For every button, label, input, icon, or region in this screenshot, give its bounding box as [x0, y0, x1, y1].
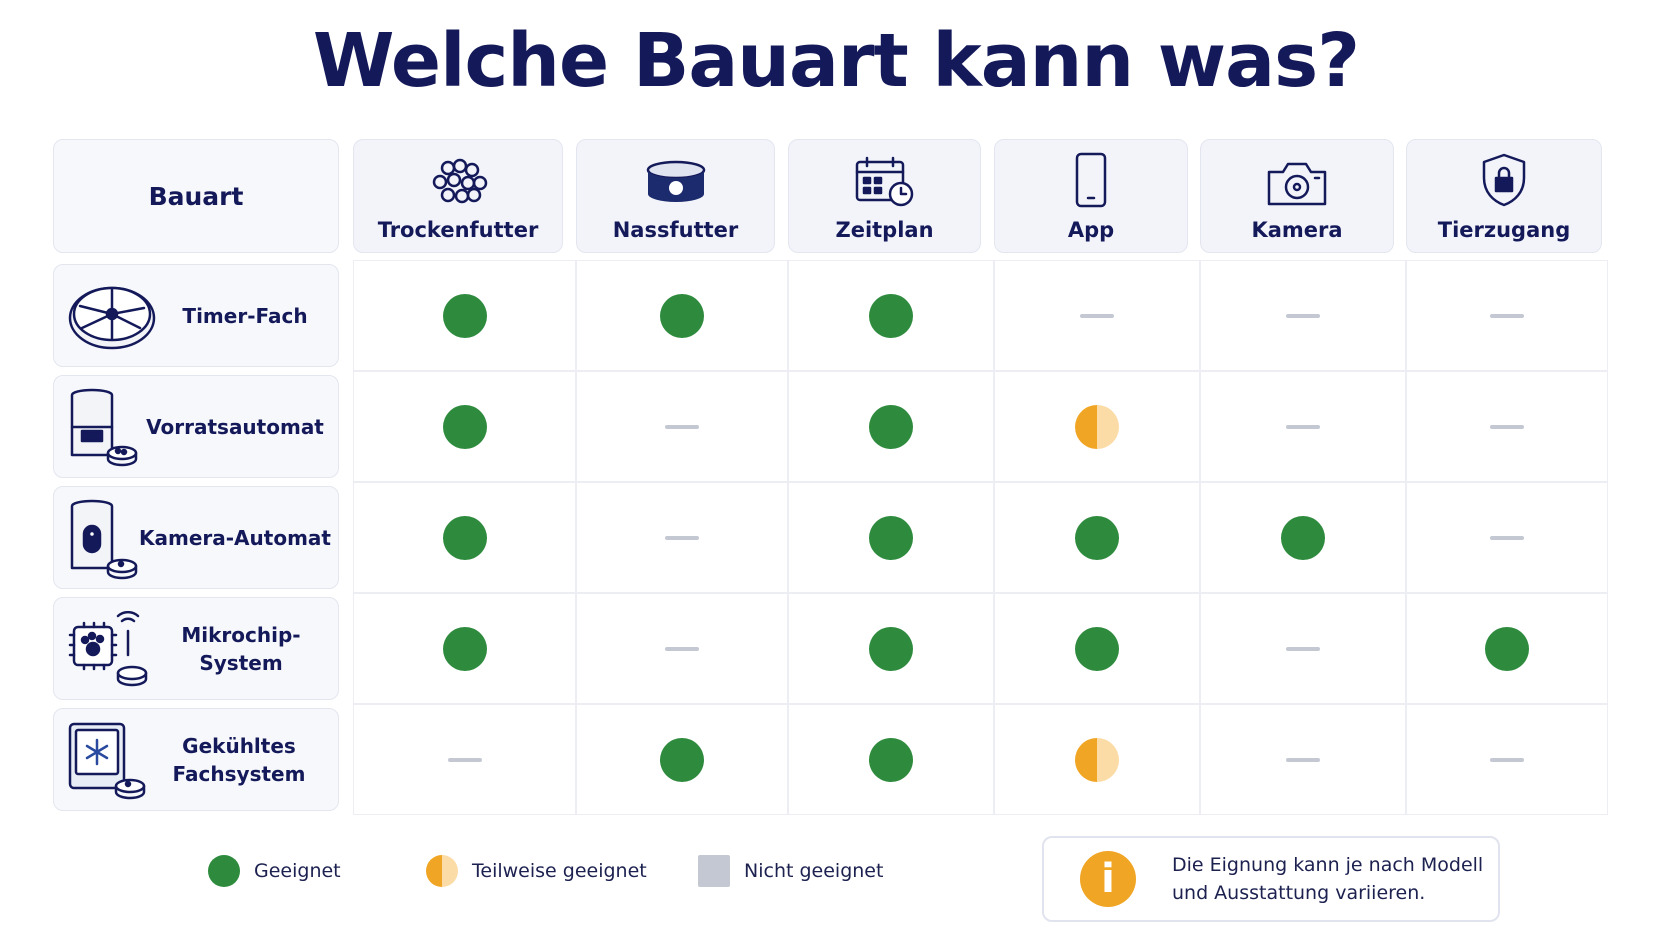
- table-cell: [353, 593, 576, 704]
- table-cell: [994, 593, 1200, 704]
- status-no: [1286, 424, 1320, 429]
- legend-label: Teilweise geeignet: [472, 860, 647, 882]
- column-header: Tierzugang: [1437, 218, 1571, 242]
- row-header: Kamera-Automat: [53, 486, 339, 589]
- table-cell: [1200, 482, 1406, 593]
- table-cell: [788, 260, 994, 371]
- table-cell: [994, 482, 1200, 593]
- row-label: Mikrochip-System: [181, 622, 301, 675]
- row-header: Vorratsautomat: [53, 375, 339, 478]
- table-cell: [994, 371, 1200, 482]
- status-no: [1490, 313, 1524, 318]
- table-cell: [576, 482, 788, 593]
- status-yes: [442, 404, 487, 449]
- status-yes: [442, 626, 487, 671]
- row-label: Gekühltes Fachsystem: [172, 733, 306, 786]
- status-yes: [1485, 626, 1529, 671]
- table-cell: [353, 371, 576, 482]
- status-no: [1286, 313, 1320, 318]
- status-yes: [869, 515, 913, 560]
- info-icon: i: [1080, 851, 1136, 907]
- note-text: Die Eignung kann je nach Modell und Ausst…: [1172, 851, 1483, 907]
- status-no: [698, 855, 730, 887]
- status-no: [665, 424, 699, 429]
- status-partial: [1075, 404, 1119, 449]
- table-cell: [1406, 704, 1608, 815]
- status-yes: [442, 515, 487, 560]
- table-cell: [788, 371, 994, 482]
- column-header: Zeitplan: [835, 218, 934, 242]
- header-cell: Tierzugang: [1406, 139, 1602, 253]
- row-header: Timer-Fach: [53, 264, 339, 367]
- table-cell: [353, 482, 576, 593]
- status-yes: [442, 293, 487, 338]
- status-no: [1286, 757, 1320, 762]
- row-header: Mikrochip-System: [53, 597, 339, 700]
- header-cell: Zeitplan: [788, 139, 981, 253]
- status-no: [1490, 535, 1524, 540]
- status-yes: [1075, 626, 1119, 671]
- status-yes: [1281, 515, 1325, 560]
- status-no: [1286, 646, 1320, 651]
- status-yes: [869, 626, 913, 671]
- legend-label: Nicht geeignet: [744, 860, 884, 882]
- status-partial: [426, 855, 458, 887]
- header-cell: Bauart: [53, 139, 339, 253]
- legend-item: Geeignet: [208, 854, 341, 888]
- column-header: Nassfutter: [612, 218, 739, 242]
- row-label: Timer-Fach: [182, 303, 308, 328]
- legend-item: Teilweise geeignet: [426, 854, 647, 888]
- table-cell: [788, 482, 994, 593]
- status-no: [1080, 313, 1114, 318]
- column-header: App: [1067, 218, 1115, 242]
- note-line: und Ausstattung variieren.: [1172, 882, 1426, 904]
- status-yes: [869, 404, 913, 449]
- table-cell: [994, 260, 1200, 371]
- status-yes: [660, 737, 704, 782]
- legend-label: Geeignet: [254, 860, 341, 882]
- legend-item: Nicht geeignet: [698, 854, 883, 888]
- status-yes: [869, 737, 913, 782]
- table-cell: [576, 593, 788, 704]
- status-no: [665, 535, 699, 540]
- status-yes: [869, 293, 913, 338]
- note-box: i Die Eignung kann je nach Modell und Auss…: [1042, 836, 1500, 922]
- table-cell: [1200, 704, 1406, 815]
- header-cell: App: [994, 139, 1188, 253]
- status-partial: [1075, 737, 1119, 782]
- table-cell: [576, 371, 788, 482]
- table-cell: [788, 704, 994, 815]
- table-cell: [353, 704, 576, 815]
- table-cell: [353, 260, 576, 371]
- table-cell: [1406, 371, 1608, 482]
- status-no: [447, 757, 482, 762]
- status-yes: [208, 855, 240, 887]
- table-cell: [1406, 593, 1608, 704]
- header-cell: Trockenfutter: [353, 139, 563, 253]
- header-cell: Kamera: [1200, 139, 1394, 253]
- table-cell: [994, 704, 1200, 815]
- status-no: [665, 646, 699, 651]
- table-cell: [1200, 371, 1406, 482]
- status-yes: [660, 293, 704, 338]
- table-cell: [576, 260, 788, 371]
- column-header: Kamera: [1251, 218, 1343, 242]
- status-yes: [1075, 515, 1119, 560]
- table-cell: [1406, 482, 1608, 593]
- row-label: Kamera-Automat: [139, 525, 331, 550]
- table-cell: [576, 704, 788, 815]
- table-cell: [1200, 260, 1406, 371]
- table-cell: [788, 593, 994, 704]
- page-title: Welche Bauart kann was?: [312, 18, 1360, 104]
- header-cell: Nassfutter: [576, 139, 775, 253]
- row-label: Vorratsautomat: [146, 414, 324, 439]
- table-cell: [1406, 260, 1608, 371]
- status-no: [1490, 757, 1524, 762]
- status-no: [1490, 424, 1524, 429]
- column-header: Trockenfutter: [377, 218, 539, 242]
- row-header: Gekühltes Fachsystem: [53, 708, 339, 811]
- table-cell: [1200, 593, 1406, 704]
- note-line: Die Eignung kann je nach Modell: [1172, 854, 1484, 876]
